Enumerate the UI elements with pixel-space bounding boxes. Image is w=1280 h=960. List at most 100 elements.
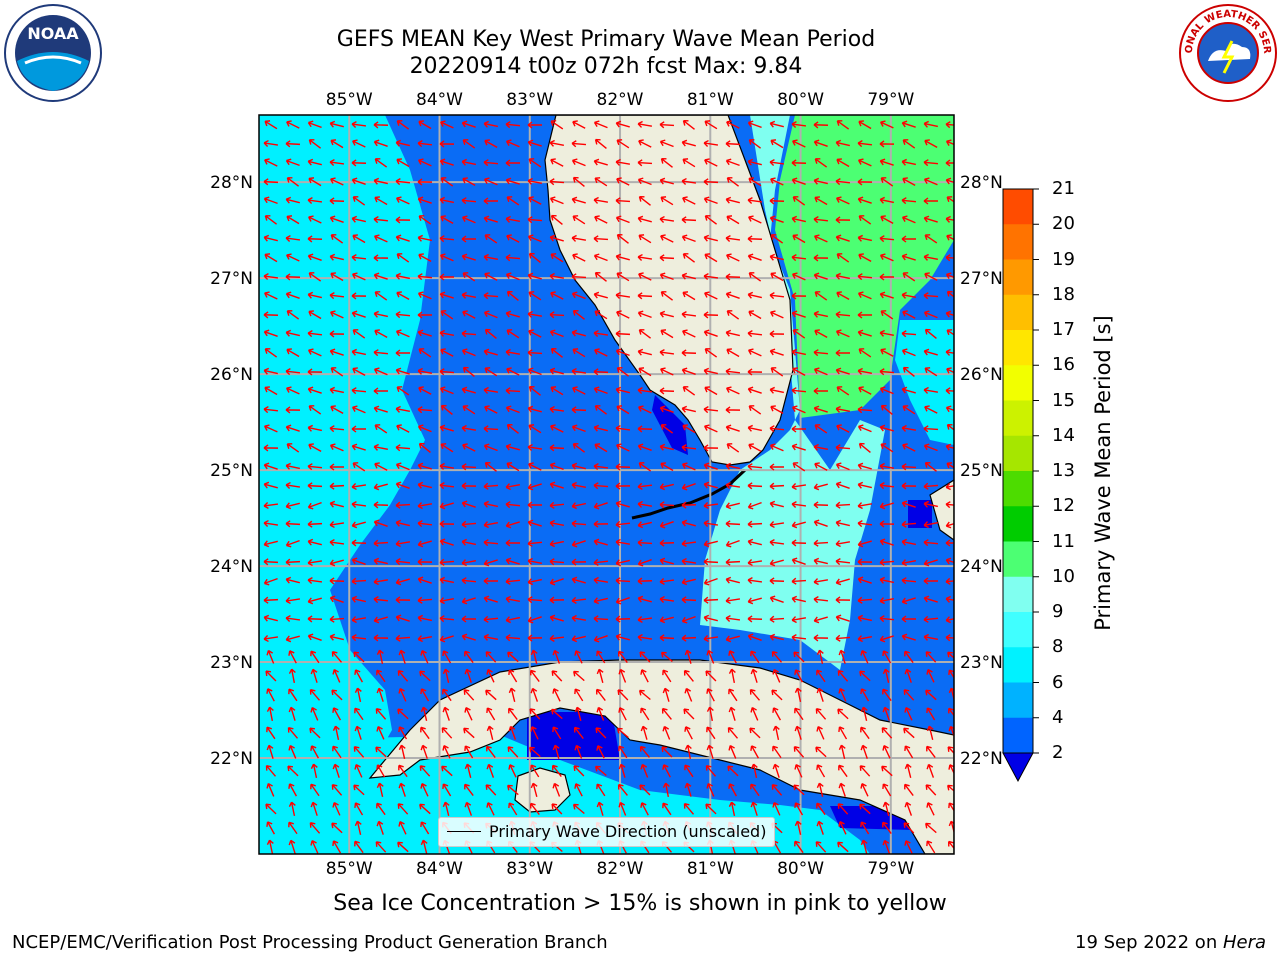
wave-arrow [549, 444, 565, 452]
wave-arrow [792, 329, 806, 339]
wave-arrow [351, 254, 367, 262]
wave-arrow [505, 139, 520, 148]
wave-arrow [793, 746, 805, 758]
wave-arrow [727, 765, 739, 777]
wave-arrow [945, 348, 954, 356]
wave-arrow [945, 405, 954, 414]
colorbar-segment [1003, 294, 1033, 331]
wave-arrow [439, 158, 454, 166]
wave-arrow [793, 784, 805, 796]
wave-arrow [505, 177, 520, 185]
wave-arrow [923, 539, 939, 547]
wave-arrow [439, 502, 454, 510]
wave-arrow [552, 688, 561, 702]
wave-arrow [706, 726, 716, 740]
wave-arrow [417, 462, 432, 470]
wave-arrow [791, 634, 807, 642]
lat-label-right: 27°N [960, 269, 1003, 289]
wave-arrow [417, 502, 433, 510]
wave-arrow [375, 841, 387, 853]
wave-arrow [880, 443, 894, 453]
wave-arrow [771, 784, 783, 796]
wave-arrow [659, 595, 675, 603]
wave-arrow [288, 688, 298, 702]
wave-arrow [396, 386, 410, 396]
wave-arrow [638, 329, 652, 339]
wave-arrow [791, 177, 806, 185]
wave-arrow [552, 782, 561, 797]
wave-arrow [681, 557, 697, 565]
wave-arrow [659, 557, 674, 565]
wave-arrow [288, 801, 296, 816]
colorbar-tick-label: 13 [1052, 460, 1075, 481]
wave-arrow [835, 558, 851, 566]
lat-label-right: 26°N [960, 365, 1003, 385]
wave-arrow [725, 481, 741, 489]
wave-arrow [329, 595, 344, 603]
wave-arrow [285, 462, 300, 470]
wave-arrow [332, 707, 342, 721]
wave-arrow [660, 424, 674, 434]
wave-arrow [706, 688, 715, 702]
wave-arrow [769, 425, 785, 433]
wave-arrow [420, 649, 429, 664]
wave-arrow [351, 500, 367, 509]
wave-arrow [351, 348, 366, 356]
wave-arrow [263, 424, 278, 433]
wave-arrow [857, 291, 872, 300]
wave-arrow [882, 688, 892, 702]
wave-arrow [681, 139, 696, 147]
wave-arrow [308, 177, 322, 187]
wave-arrow [684, 726, 693, 740]
wave-arrow [637, 595, 652, 603]
wave-arrow [264, 158, 278, 167]
lon-label-bottom: 83°W [506, 859, 553, 879]
wave-arrow [616, 310, 630, 319]
wave-arrow [703, 540, 718, 548]
wave-arrow [461, 520, 477, 528]
wave-arrow [395, 139, 410, 147]
wave-arrow [703, 481, 718, 489]
wave-arrow [506, 423, 519, 434]
wave-arrow [285, 558, 301, 566]
wave-arrow [618, 801, 627, 816]
wave-arrow [791, 557, 806, 565]
wave-arrow [727, 726, 739, 739]
wave-arrow [549, 329, 564, 338]
wave-arrow [792, 462, 806, 472]
wave-arrow [483, 615, 499, 623]
wave-arrow [264, 348, 278, 358]
wave-arrow [681, 634, 697, 642]
wave-arrow [615, 577, 631, 585]
wave-arrow [486, 669, 495, 683]
wave-arrow [263, 196, 278, 205]
colorbar-label-wrap: Primary Wave Mean Period [s] [1088, 300, 1118, 645]
lat-label-left: 23°N [210, 653, 253, 673]
wave-arrow [923, 559, 938, 567]
wave-arrow [704, 291, 718, 300]
wave-arrow [484, 405, 498, 414]
ocean-light-east [700, 115, 885, 670]
wave-arrow [528, 385, 541, 396]
wave-arrow [263, 577, 278, 586]
wave-arrow [484, 234, 498, 244]
wave-arrow [505, 577, 521, 585]
wave-arrow [946, 462, 954, 472]
wave-arrow [682, 329, 696, 338]
wave-arrow [572, 443, 586, 453]
wave-arrow [398, 782, 406, 797]
wave-arrow [835, 178, 851, 186]
wave-arrow [263, 614, 278, 622]
wave-arrow [285, 140, 301, 148]
wave-arrow [772, 763, 780, 778]
wave-arrow [725, 614, 741, 623]
wave-arrow [901, 520, 917, 528]
wave-arrow [595, 688, 606, 701]
wave-arrow [659, 310, 674, 318]
wave-arrow [923, 443, 938, 452]
wave-arrow [814, 329, 828, 339]
wave-arrow [285, 635, 300, 643]
wave-arrow [285, 481, 301, 489]
wave-arrow [461, 235, 476, 243]
wave-arrow [948, 802, 954, 816]
